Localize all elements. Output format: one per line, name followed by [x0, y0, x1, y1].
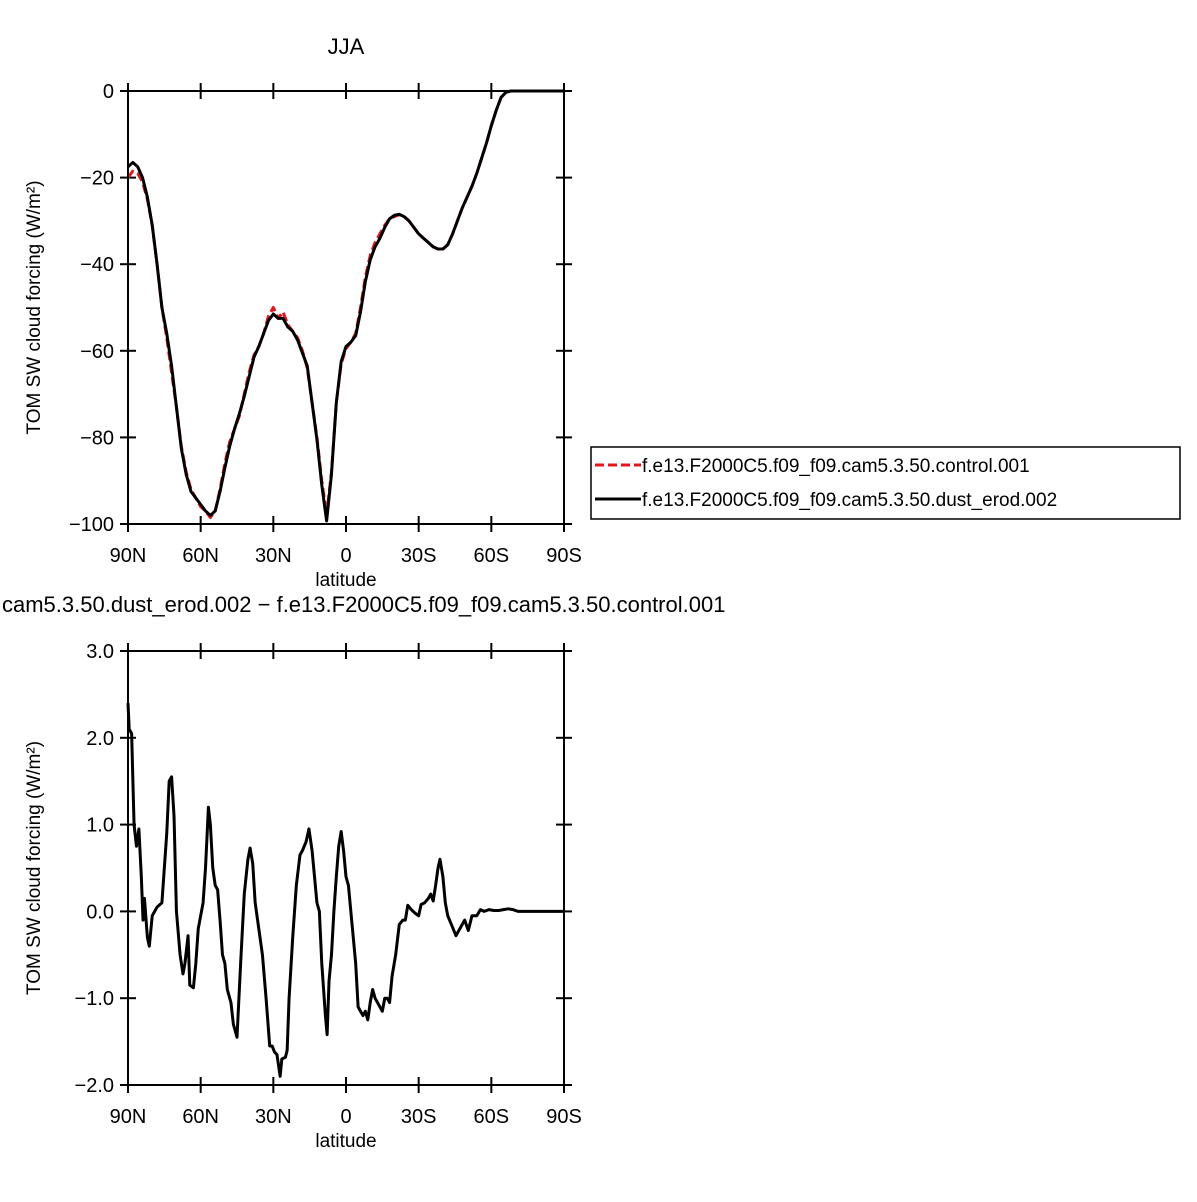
x-tick-label: 90N	[110, 1106, 147, 1128]
x-tick-label: 60S	[474, 545, 510, 567]
x-tick-label: 90S	[546, 545, 582, 567]
y-axis-label: TOM SW cloud forcing (W/m²)	[24, 741, 45, 995]
x-axis-label: latitude	[315, 570, 376, 591]
legend-label: f.e13.F2000C5.f09_f09.cam5.3.50.control.…	[642, 456, 1030, 477]
x-tick-label: 0	[340, 545, 351, 567]
x-tick-label: 60N	[182, 1106, 219, 1128]
data-line	[126, 89, 564, 523]
y-tick-label: −40	[80, 254, 114, 276]
x-tick-label: 90S	[546, 1106, 582, 1128]
data-line	[126, 703, 564, 1078]
chart-title: cam5.3.50.dust_erod.002 − f.e13.F2000C5.…	[2, 592, 725, 617]
y-axis-label: TOM SW cloud forcing (W/m²)	[24, 180, 45, 434]
y-tick-label: −80	[80, 427, 114, 449]
y-tick-label: −60	[80, 341, 114, 363]
y-tick-label: −20	[80, 168, 114, 190]
y-tick-label: −100	[69, 514, 114, 536]
x-tick-label: 0	[340, 1106, 351, 1128]
y-tick-label: 1.0	[86, 815, 114, 837]
chart-title: JJA	[328, 34, 365, 59]
x-tick-label: 30S	[401, 1106, 437, 1128]
x-tick-label: 60N	[182, 545, 219, 567]
data-line	[126, 89, 564, 519]
y-tick-label: 0.0	[86, 901, 114, 923]
y-tick-label: 3.0	[86, 641, 114, 663]
x-tick-label: 90N	[110, 545, 147, 567]
plot-frame	[127, 650, 565, 1086]
legend-label: f.e13.F2000C5.f09_f09.cam5.3.50.dust_ero…	[642, 490, 1057, 511]
y-tick-label: 2.0	[86, 728, 114, 750]
x-tick-label: 60S	[474, 1106, 510, 1128]
x-axis-label: latitude	[315, 1131, 376, 1152]
y-tick-label: −2.0	[75, 1075, 114, 1097]
x-tick-label: 30N	[255, 545, 292, 567]
x-tick-label: 30S	[401, 545, 437, 567]
plot-frame	[127, 90, 565, 525]
y-tick-label: −1.0	[75, 988, 114, 1010]
y-tick-label: 0	[103, 81, 114, 103]
legend-box	[590, 446, 1181, 520]
x-tick-label: 30N	[255, 1106, 292, 1128]
